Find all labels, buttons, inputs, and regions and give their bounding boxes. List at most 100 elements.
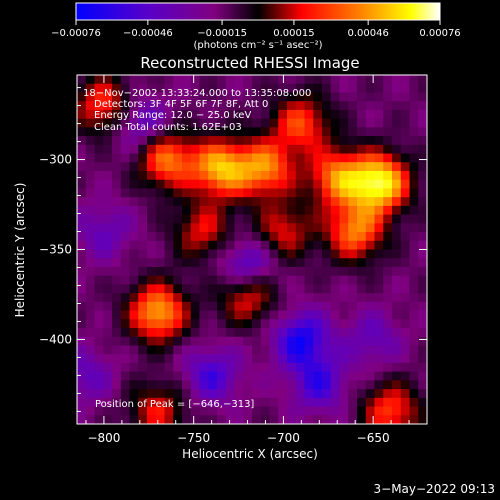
heatmap-cell xyxy=(365,362,376,373)
heatmap-cell xyxy=(418,75,427,85)
heatmap-cell xyxy=(409,266,419,277)
heatmap-cell xyxy=(103,319,113,329)
heatmap-cell xyxy=(392,293,402,303)
heatmap-cell xyxy=(112,188,122,198)
heatmap-cell xyxy=(85,284,96,294)
heatmap-cell xyxy=(173,406,183,416)
heatmap-cell xyxy=(418,214,427,224)
heatmap-cell xyxy=(182,406,192,416)
heatmap-cell xyxy=(374,109,384,120)
heatmap-cell xyxy=(330,118,341,128)
heatmap-cell xyxy=(322,232,332,242)
heatmap-cell xyxy=(225,319,236,329)
heatmap-cell xyxy=(112,223,122,233)
heatmap-cell xyxy=(365,328,376,338)
heatmap-cell xyxy=(269,75,279,85)
heatmap-cell xyxy=(225,101,236,111)
heatmap-cell xyxy=(208,362,218,373)
heatmap-cell xyxy=(252,336,262,347)
heatmap-cell xyxy=(182,275,192,285)
heatmap-cell xyxy=(304,223,314,233)
heatmap-cell xyxy=(287,75,297,85)
heatmap-cell xyxy=(147,75,157,85)
heatmap-cell xyxy=(374,389,384,399)
heatmap-cell xyxy=(94,354,104,364)
heatmap-cell xyxy=(94,328,104,338)
heatmap-cell xyxy=(225,118,236,128)
heatmap-cell xyxy=(392,240,402,251)
heatmap-cell xyxy=(129,397,139,408)
heatmap-cell xyxy=(199,397,209,408)
heatmap-cell xyxy=(155,188,166,198)
heatmap-cell xyxy=(365,380,376,390)
heatmap-cell xyxy=(190,214,201,224)
heatmap-cell xyxy=(129,293,139,303)
heatmap-cell xyxy=(339,371,349,381)
heatmap-cell xyxy=(85,301,96,312)
heatmap-cell xyxy=(418,162,427,172)
heatmap-cell xyxy=(112,301,122,312)
heatmap-cell xyxy=(112,258,122,268)
heatmap-cell xyxy=(260,310,271,320)
heatmap-cell xyxy=(94,144,104,155)
heatmap-cell xyxy=(155,258,166,268)
heatmap-cell xyxy=(173,101,183,111)
heatmap-cell xyxy=(400,266,411,277)
heatmap-cell xyxy=(313,75,323,85)
heatmap-cell xyxy=(348,101,358,111)
heatmap-cell xyxy=(199,406,209,416)
heatmap-cell xyxy=(208,179,218,190)
heatmap-cell xyxy=(182,75,192,85)
heatmap-cell xyxy=(295,362,306,373)
x-tick-label: −750 xyxy=(177,431,210,445)
heatmap-cell xyxy=(103,92,113,102)
heatmap-cell xyxy=(357,101,367,111)
heatmap-cell xyxy=(85,345,96,355)
heatmap-cell xyxy=(234,170,244,181)
heatmap-cell xyxy=(260,354,271,364)
heatmap-cell xyxy=(313,170,323,181)
heatmap-cell xyxy=(330,380,341,390)
heatmap-cell xyxy=(129,109,139,120)
heatmap-cell xyxy=(400,75,411,85)
heatmap-cell xyxy=(182,249,192,259)
heatmap-cell xyxy=(357,197,367,207)
heatmap-cell xyxy=(199,136,209,146)
heatmap-cell xyxy=(199,109,209,120)
heatmap-cell xyxy=(330,92,341,102)
heatmap-cell xyxy=(234,223,244,233)
heatmap-cell xyxy=(164,136,174,146)
heatmap-cell xyxy=(295,249,306,259)
heatmap-cell xyxy=(418,354,427,364)
heatmap-cell xyxy=(129,301,139,312)
heatmap-cell xyxy=(278,240,288,251)
heatmap-cell xyxy=(269,101,279,111)
heatmap-cell xyxy=(252,380,262,390)
heatmap-cell xyxy=(173,205,183,216)
heatmap-cell xyxy=(120,371,131,381)
heatmap-cell xyxy=(243,153,253,163)
heatmap-cell xyxy=(234,214,244,224)
heatmap-cell xyxy=(287,284,297,294)
heatmap-cell xyxy=(374,275,384,285)
heatmap-cell xyxy=(392,101,402,111)
heatmap-cell xyxy=(400,345,411,355)
heatmap-cell xyxy=(182,354,192,364)
heatmap-cell xyxy=(147,266,157,277)
heatmap-cell xyxy=(260,223,271,233)
heatmap-cell xyxy=(383,136,393,146)
heatmap-cell xyxy=(287,275,297,285)
heatmap-cell xyxy=(164,354,174,364)
heatmap-cell xyxy=(322,389,332,399)
heatmap-cell xyxy=(322,345,332,355)
heatmap-cell xyxy=(77,345,87,355)
heatmap-cell xyxy=(400,397,411,408)
heatmap-cell xyxy=(252,205,262,216)
heatmap-cell xyxy=(103,83,113,94)
heatmap-cell xyxy=(252,83,262,94)
heatmap-cell xyxy=(94,92,104,102)
heatmap-cell xyxy=(234,328,244,338)
heatmap-cell xyxy=(234,380,244,390)
heatmap-cell xyxy=(234,371,244,381)
heatmap-cell xyxy=(392,284,402,294)
